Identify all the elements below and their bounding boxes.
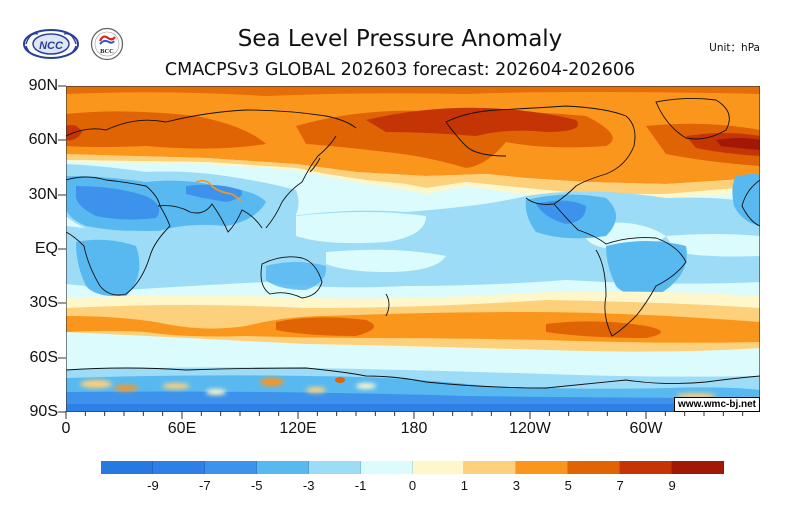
colorbar-box: [152, 461, 205, 474]
x-axis-ticks: [65, 411, 744, 419]
y-tick-label: 60N: [28, 131, 58, 148]
band-arctic-fringe: [66, 154, 760, 194]
colorbar-label: 3: [512, 478, 520, 493]
chart-title: Sea Level Pressure Anomaly: [237, 26, 563, 52]
colorbar-label: -7: [199, 478, 211, 493]
anomaly-satlantic-near-zero: [666, 234, 760, 257]
anomaly-tasman-dark: [276, 317, 374, 336]
colorbar-label: -1: [354, 478, 367, 493]
y-axis-ticks: [58, 85, 66, 413]
ncc-logo-text: NCC: [39, 40, 64, 52]
x-tick-label: 60E: [167, 420, 197, 437]
anomaly-cpacific-near-zero: [326, 249, 446, 272]
colorbar-box: [516, 461, 569, 474]
anomaly-canada-darker: [366, 107, 578, 136]
anomaly-safrica-blue: [76, 239, 140, 297]
anomaly-antarctic-patches: [80, 378, 716, 399]
y-tick-label: 60S: [29, 349, 58, 366]
colorbar: [101, 461, 725, 474]
bcc-logo-text: BCC: [100, 48, 114, 55]
y-tick-label: 90N: [28, 77, 58, 94]
anomaly-antarctic-darkest: [66, 404, 760, 412]
y-tick-label: 30N: [28, 186, 58, 203]
x-tick-label: 120W: [509, 420, 551, 437]
anomaly-eurasia-dark: [66, 111, 266, 149]
colorbar-label: -3: [302, 478, 315, 493]
x-tick-label: 180: [400, 420, 428, 437]
anomaly-map: www.wmc-bj.net: [66, 86, 760, 412]
anomaly-atlantic-darkest: [716, 138, 760, 150]
x-tick-label: 0: [61, 420, 71, 437]
coastlines: [66, 97, 760, 389]
colorbar-box: [308, 461, 361, 474]
map-canvas: [66, 86, 760, 412]
colorbar-label: -9: [147, 478, 159, 493]
band-south-near-zero: [66, 332, 760, 375]
anomaly-wpacific-near-zero: [296, 212, 426, 244]
anomaly-drake-dark: [546, 321, 661, 338]
anomaly-tibet-blue-dark: [186, 184, 242, 202]
x-tick-label: 120E: [279, 420, 317, 437]
band-arctic-edge: [66, 154, 760, 184]
y-tick-label: 30S: [29, 294, 58, 311]
colorbar-box: [672, 461, 725, 474]
x-tick-label: 60W: [629, 420, 663, 437]
colorbar-label: -5: [250, 478, 263, 493]
anomaly-africa-blue-dark: [76, 186, 160, 220]
colorbar-box: [256, 461, 309, 474]
anomaly-antarctic-hotspot: [335, 377, 345, 383]
y-tick-label: 90S: [29, 403, 58, 420]
band-arctic-light: [66, 160, 760, 200]
colorbar-box: [620, 461, 673, 474]
anomaly-wafrica-blue: [732, 174, 760, 226]
colorbar-box: [412, 461, 465, 474]
anomaly-samerica-blue: [606, 241, 687, 297]
colorbar-box: [568, 461, 621, 474]
unit-label: Unit：hPa: [709, 42, 760, 54]
y-tick-label: EQ: [34, 240, 58, 257]
colorbar-label: 9: [668, 478, 676, 493]
ncc-logo: NCC: [22, 28, 80, 60]
watermark: www.wmc-bj.net: [674, 397, 760, 412]
colorbar-label: 5: [564, 478, 572, 493]
anomaly-australia-blue: [266, 262, 327, 290]
bcc-logo: BCC: [90, 27, 124, 61]
colorbar-box: [464, 461, 517, 474]
chart-subtitle: CMACPSv3 GLOBAL 202603 forecast: 202604-…: [164, 60, 636, 80]
colorbar-label: 7: [616, 478, 624, 493]
anomaly-himalaya-orange: [195, 179, 243, 203]
colorbar-box: [204, 461, 257, 474]
colorbar-box: [101, 461, 153, 474]
colorbar-label: 1: [460, 478, 469, 493]
colorbar-label: 0: [408, 478, 417, 493]
colorbar-box: [360, 461, 413, 474]
anomaly-pole-dark: [66, 86, 760, 96]
